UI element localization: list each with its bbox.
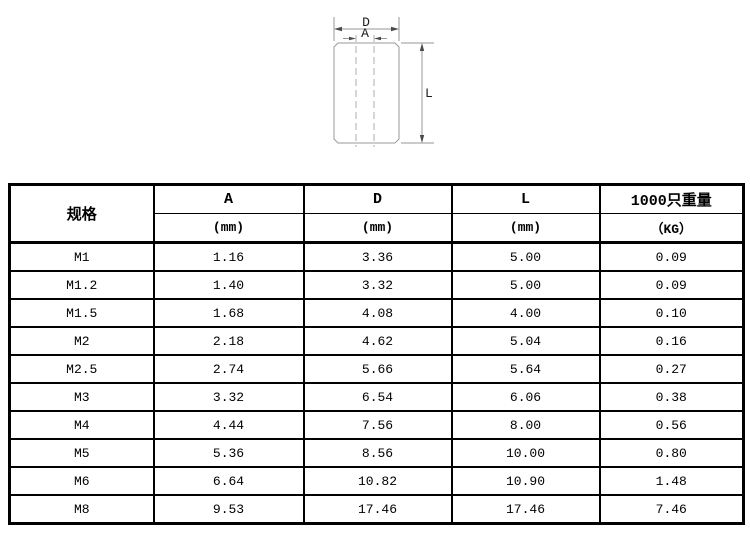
table-row: M1.2 1.40 3.32 5.00 0.09: [8, 270, 745, 300]
dim-label-l: L: [425, 86, 433, 101]
weight-value-cell: 0.10: [598, 298, 745, 328]
column-header-weight: 1000只重量: [598, 183, 745, 214]
outer-diameter-dimension: D: [333, 15, 400, 41]
a-value-cell: 6.64: [152, 466, 305, 496]
l-value-cell: 5.04: [450, 326, 601, 356]
column-header-l: L: [450, 183, 601, 214]
spec-cell: M4: [8, 410, 155, 440]
a-value-cell: 1.40: [152, 270, 305, 300]
a-value-cell: 1.16: [152, 241, 305, 272]
spec-cell: M2: [8, 326, 155, 356]
d-value-cell: 5.66: [302, 354, 453, 384]
table-row: M2.5 2.74 5.66 5.64 0.27: [8, 354, 745, 384]
d-value-cell: 3.32: [302, 270, 453, 300]
weight-value-cell: 1.48: [598, 466, 745, 496]
d-value-cell: 8.56: [302, 438, 453, 468]
inner-diameter-dimension: A: [343, 26, 387, 41]
l-value-cell: 5.00: [450, 270, 601, 300]
weight-value-cell: 0.56: [598, 410, 745, 440]
spec-table: 规格 A D L 1000只重量 (mm) (mm) (mm) （KG） M1 1…: [8, 183, 745, 525]
technical-drawing: D A L: [333, 15, 434, 147]
table-row: M1.5 1.68 4.08 4.00 0.10: [8, 298, 745, 328]
l-value-cell: 5.00: [450, 241, 601, 272]
d-value-cell: 4.08: [302, 298, 453, 328]
spec-cell: M5: [8, 438, 155, 468]
spec-cell: M1.2: [8, 270, 155, 300]
dim-label-a: A: [361, 26, 369, 41]
a-value-cell: 4.44: [152, 410, 305, 440]
column-header-a: A: [152, 183, 305, 214]
weight-value-cell: 0.09: [598, 241, 745, 272]
part-outline: [333, 42, 400, 144]
dim-label-d: D: [362, 15, 370, 30]
length-dimension: L: [401, 42, 434, 144]
d-value-cell: 7.56: [302, 410, 453, 440]
a-value-cell: 2.18: [152, 326, 305, 356]
l-value-cell: 17.46: [450, 494, 601, 525]
a-value-cell: 5.36: [152, 438, 305, 468]
header-name-row: 规格 A D L 1000只重量: [8, 183, 745, 244]
spec-cell: M3: [8, 382, 155, 412]
spec-cell: M8: [8, 494, 155, 525]
unit-header-a: (mm): [152, 213, 305, 244]
table-row: M8 9.53 17.46 17.46 7.46: [8, 494, 745, 525]
spec-cell: M1: [8, 241, 155, 272]
spec-column-header: 规格: [8, 183, 155, 244]
table-row: M4 4.44 7.56 8.00 0.56: [8, 410, 745, 440]
d-value-cell: 3.36: [302, 241, 453, 272]
unit-header-d: (mm): [302, 213, 453, 244]
weight-value-cell: 0.16: [598, 326, 745, 356]
d-value-cell: 4.62: [302, 326, 453, 356]
a-value-cell: 1.68: [152, 298, 305, 328]
l-value-cell: 10.90: [450, 466, 601, 496]
unit-header-weight: （KG）: [598, 213, 745, 244]
spec-cell: M6: [8, 466, 155, 496]
table-row: M3 3.32 6.54 6.06 0.38: [8, 382, 745, 412]
weight-value-cell: 0.80: [598, 438, 745, 468]
a-value-cell: 3.32: [152, 382, 305, 412]
weight-value-cell: 0.38: [598, 382, 745, 412]
table-row: M2 2.18 4.62 5.04 0.16: [8, 326, 745, 356]
d-value-cell: 6.54: [302, 382, 453, 412]
weight-value-cell: 0.27: [598, 354, 745, 384]
spec-table-header: 规格 A D L 1000只重量 (mm) (mm) (mm) （KG）: [8, 183, 745, 244]
unit-header-l: (mm): [450, 213, 601, 244]
l-value-cell: 5.64: [450, 354, 601, 384]
weight-value-cell: 7.46: [598, 494, 745, 525]
column-header-d: D: [302, 183, 453, 214]
d-value-cell: 17.46: [302, 494, 453, 525]
a-value-cell: 9.53: [152, 494, 305, 525]
l-value-cell: 4.00: [450, 298, 601, 328]
weight-value-cell: 0.09: [598, 270, 745, 300]
a-value-cell: 2.74: [152, 354, 305, 384]
l-value-cell: 10.00: [450, 438, 601, 468]
spec-cell: M2.5: [8, 354, 155, 384]
l-value-cell: 6.06: [450, 382, 601, 412]
l-value-cell: 8.00: [450, 410, 601, 440]
spec-table-body: M1 1.16 3.36 5.00 0.09 M1.2 1.40 3.32 5.00 0.09 M1…: [8, 241, 745, 525]
header-unit-row: (mm) (mm) (mm) （KG）: [10, 213, 745, 244]
table-row: M1 1.16 3.36 5.00 0.09: [8, 241, 745, 272]
d-value-cell: 10.82: [302, 466, 453, 496]
table-row: M6 6.64 10.82 10.90 1.48: [8, 466, 745, 496]
table-row: M5 5.36 8.56 10.00 0.80: [8, 438, 745, 468]
spec-cell: M1.5: [8, 298, 155, 328]
